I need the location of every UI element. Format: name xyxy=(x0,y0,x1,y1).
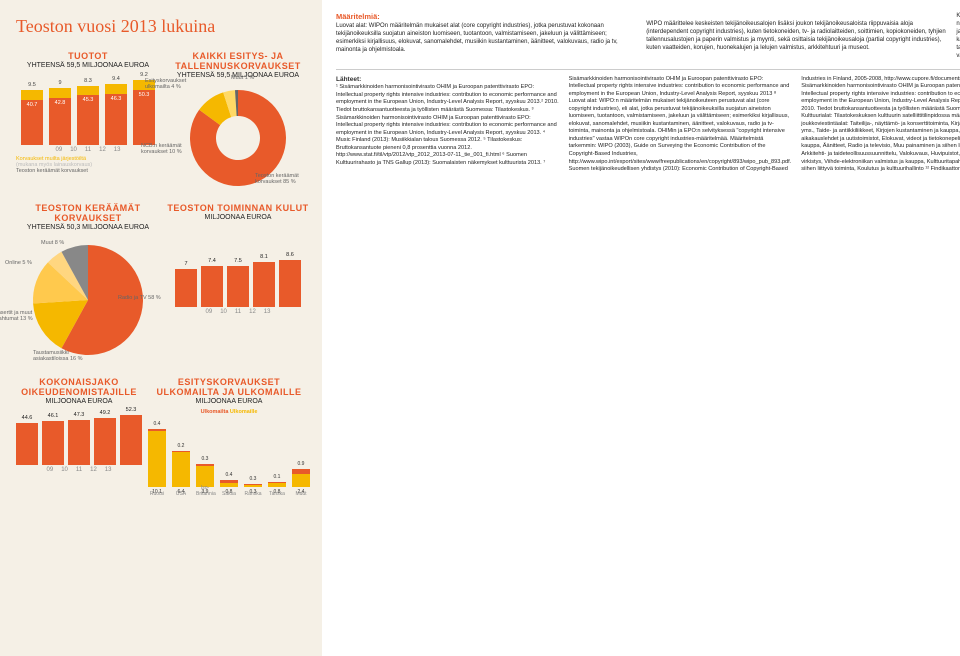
src-heading: Lähteet: xyxy=(336,76,361,83)
tuotot-bar: 42.8 9 xyxy=(47,88,73,145)
chart-kokonaisjako: KOKONAISJAKO OIKEUDENOMISTAJILLE MILJOON… xyxy=(16,377,142,487)
pie-label: Online 5 % xyxy=(5,260,60,266)
esitys-bar: 3.9 0.3 Iso-Britannia xyxy=(196,464,214,487)
donut-label: Esityskorvaukset ulkomailta 4 % xyxy=(145,78,205,90)
jako-bar: 52.3 xyxy=(120,415,142,465)
tuotot-title: TUOTOT xyxy=(16,51,160,61)
legend-ulkomailta: Ulkomailta xyxy=(201,409,229,415)
def-p2: WIPO määrittelee keskeisten tekijänoikeu… xyxy=(646,21,946,51)
kaikki-title: KAIKKI ESITYS- JA TALLENNUSKORVAUKSET xyxy=(166,51,310,71)
kulut-bar: 7.4 xyxy=(201,266,223,307)
donut-label: Teoston keräämät korvaukset 85 % xyxy=(255,173,315,185)
jako-bar: 44.6 xyxy=(16,423,38,465)
kulut-bar: 7 xyxy=(175,269,197,308)
donut-label: NCB:n keräämät korvaukset 10 % xyxy=(141,143,201,155)
tuotot-bar: 46.3 9.4 xyxy=(103,84,129,145)
chart-tuotot: TUOTOT YHTEENSÄ 59,5 MILJOONAA EUROA 40.… xyxy=(16,51,160,193)
kulut-title: TEOSTON TOIMINNAN KULUT xyxy=(166,203,310,213)
legend-bottom: Teoston keräämät korvaukset xyxy=(16,168,160,174)
def-heading: Määritelmiä: xyxy=(336,12,380,21)
esitys-bar: 0.8 0.4 Saksa xyxy=(220,480,238,487)
chart-toiminnan-kulut: TEOSTON TOIMINNAN KULUT MILJOONAA EUROA … xyxy=(166,203,310,369)
kulut-bar: 7.5 xyxy=(227,266,249,307)
esitys-bar: 2.4 0.9 Muut xyxy=(292,469,310,487)
teoston-title: TEOSTON KERÄÄMÄT KORVAUKSET xyxy=(16,203,160,223)
jako-bar: 47.3 xyxy=(68,420,90,465)
legend-ulkomaille: Ulkomaille xyxy=(230,409,258,415)
kulut-bar: 8.6 xyxy=(279,260,301,307)
esitys-bar: 6.4 0.2 USA xyxy=(172,451,190,487)
page-title: Teoston vuosi 2013 lukuina xyxy=(16,16,310,37)
esitys-subtitle: MILJOONAA EUROA xyxy=(148,398,310,405)
pie-label: Muut 8 % xyxy=(41,240,96,246)
tuotot-bar: 40.7 9.5 xyxy=(19,90,45,145)
donut-label: Muut 1 % xyxy=(231,75,291,81)
src-body: ¹ Sisämarkkinoiden harmonisointivirasto … xyxy=(336,76,960,173)
esitys-bar: 0.3 0.3 Ranska xyxy=(244,484,262,487)
chart-esityskorvaukset: ESITYSKORVAUKSET ULKOMAILTA JA ULKOMAILL… xyxy=(148,377,310,487)
def-p1: Luovat alat: WIPOn määritelmän mukaiset … xyxy=(336,23,618,53)
kulut-bar: 8.1 xyxy=(253,262,275,307)
definitions-block: Määritelmiä: Luovat alat: WIPOn määritel… xyxy=(336,12,960,61)
pie-label: Radio ja TV 58 % xyxy=(118,295,173,301)
kulut-subtitle: MILJOONAA EUROA xyxy=(166,214,310,221)
pie-label: Konsertit ja muut tapahtumat 13 % xyxy=(0,310,46,322)
teoston-subtitle: YHTEENSÄ 50,3 MILJOONAA EUROA xyxy=(16,224,160,231)
jako-subtitle: MILJOONAA EUROA xyxy=(16,398,142,405)
chart-teoston-keraamat: TEOSTON KERÄÄMÄT KORVAUKSET YHTEENSÄ 50,… xyxy=(16,203,160,369)
tuotot-subtitle: YHTEENSÄ 59,5 MILJOONAA EUROA xyxy=(16,62,160,69)
chart-kaikki: KAIKKI ESITYS- JA TALLENNUSKORVAUKSET YH… xyxy=(166,51,310,193)
esitys-bar: 0.8 0.1 Tanska xyxy=(268,482,286,487)
def-p3: Kulttuurialat: Tilastokeskuksen kulttuur… xyxy=(956,13,960,59)
esitys-bar: 10.1 0.4 Ruotsi xyxy=(148,429,166,487)
jako-bar: 49.2 xyxy=(94,418,116,465)
pie-label: Taustamusiikki asiakastiloissa 16 % xyxy=(33,350,88,362)
sources-block: Lähteet: ¹ Sisämarkkinoiden harmonisoint… xyxy=(336,69,960,174)
jako-bar: 46.1 xyxy=(42,421,64,465)
jako-title: KOKONAISJAKO OIKEUDENOMISTAJILLE xyxy=(16,377,142,397)
tuotot-bar: 45.3 8.3 xyxy=(75,86,101,145)
esitys-title: ESITYSKORVAUKSET ULKOMAILTA JA ULKOMAILL… xyxy=(148,377,310,397)
